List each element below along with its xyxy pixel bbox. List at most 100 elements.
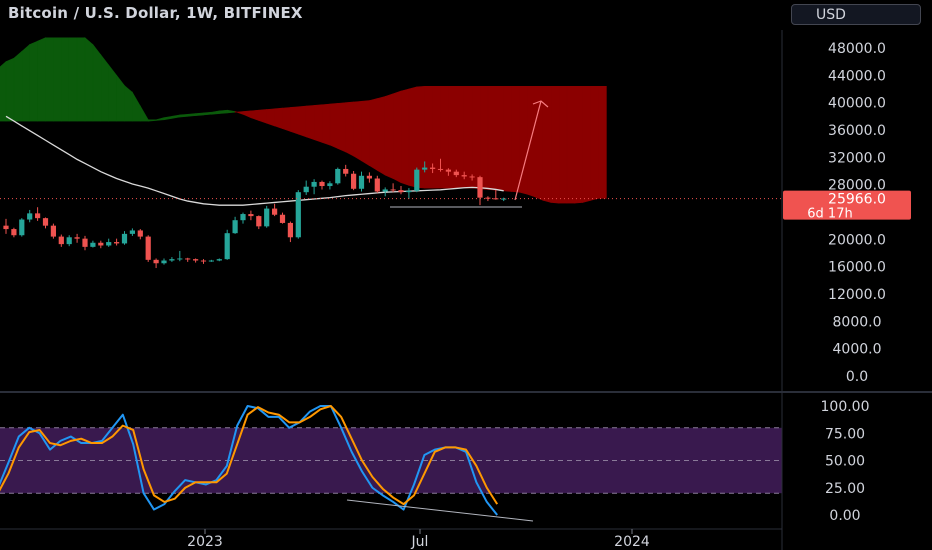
candle-body — [90, 242, 96, 247]
stoch-d-line — [0, 405, 499, 506]
candle — [66, 235, 72, 247]
cloud-bear-segment — [534, 85, 544, 201]
candle-body — [232, 220, 238, 234]
cloud-bull-segment — [53, 37, 62, 122]
candle — [461, 171, 467, 180]
candle-body — [129, 230, 135, 234]
cloud-bear-segment — [566, 85, 576, 204]
candle — [303, 180, 309, 195]
candle-body — [445, 169, 451, 172]
candle-body — [224, 233, 230, 260]
candle-body — [161, 260, 167, 264]
candle-body — [477, 177, 483, 198]
cloud-bear-segment — [503, 85, 512, 192]
candle-body — [453, 171, 459, 176]
candle-body — [42, 218, 49, 226]
last-price-label: 25966.0 — [828, 192, 886, 208]
ichimoku-cloud — [0, 37, 607, 204]
candle-body — [82, 238, 88, 247]
cloud-bull-segment — [76, 37, 86, 122]
price-pane[interactable] — [0, 37, 782, 269]
price-tick-label: 12000.0 — [828, 287, 886, 303]
candle-body — [366, 175, 372, 179]
candle-body — [50, 225, 56, 237]
candle — [469, 174, 475, 181]
bar-countdown-label: 6d 17h — [807, 207, 852, 222]
candle-body — [493, 198, 499, 200]
cloud-bull-segment — [92, 43, 102, 122]
candle-body — [422, 167, 428, 170]
cloud-bear-segment — [329, 103, 339, 149]
candle — [279, 212, 286, 224]
stoch-lines — [0, 405, 499, 516]
cloud-bull-segment — [37, 37, 46, 122]
price-tick-label: 32000.0 — [828, 150, 886, 166]
candle — [208, 259, 214, 262]
chart-title: Bitcoin / U.S. Dollar, 1W, BITFINEX — [8, 4, 303, 22]
candle — [264, 205, 270, 228]
candle-body — [319, 181, 325, 187]
candle — [27, 209, 33, 223]
cloud-bull-segment — [226, 109, 236, 114]
candle — [153, 258, 159, 269]
time-tick-label: 2024 — [614, 534, 650, 550]
candle-body — [303, 186, 309, 193]
cloud-bear-segment — [432, 85, 441, 189]
cloud-bull-segment — [5, 57, 15, 122]
candle-body — [406, 190, 412, 193]
candle — [137, 229, 143, 240]
currency-selector-button[interactable]: USD — [791, 4, 921, 25]
candle — [477, 175, 483, 206]
cloud-bull-segment — [68, 37, 78, 122]
candle-body — [177, 258, 183, 260]
cloud-bear-segment — [400, 88, 410, 186]
candle-body — [216, 259, 222, 261]
price-tick-label: 40000.0 — [828, 96, 886, 112]
candle-body — [327, 183, 333, 187]
cloud-bear-segment — [353, 100, 362, 162]
cloud-bear-segment — [582, 85, 591, 203]
cloud-bear-segment — [258, 109, 268, 124]
candle — [106, 238, 112, 247]
candle — [129, 228, 135, 236]
stochastic-rsi-pane[interactable] — [0, 405, 782, 522]
candle-body — [430, 167, 436, 169]
candle-body — [272, 208, 278, 215]
candle — [177, 250, 183, 262]
candle-body — [295, 192, 301, 238]
candle — [414, 167, 420, 193]
candle — [74, 233, 80, 243]
cloud-bear-segment — [574, 85, 584, 204]
cloud-bull-segment — [108, 64, 117, 122]
cloud-bear-segment — [305, 105, 315, 140]
candle-body — [121, 233, 128, 244]
projection-arrowhead — [532, 100, 549, 108]
candle — [351, 171, 357, 191]
cloud-bear-segment — [440, 85, 449, 189]
last-price-badge: 25966.06d 17h — [783, 190, 911, 222]
candle — [366, 172, 372, 183]
axes: 48000.0 44000.0 40000.0 36000.0 32000.0 28000… — [0, 30, 932, 550]
candle-body — [27, 213, 33, 220]
candle — [145, 235, 151, 262]
candle-body — [35, 213, 41, 219]
cloud-bear-segment — [282, 107, 291, 132]
cloud-bull-segment — [203, 111, 212, 116]
cloud-bear-segment — [290, 106, 299, 135]
osc-tick-label: 100.00 — [821, 399, 870, 415]
candle — [453, 169, 459, 178]
cloud-bull-segment — [60, 37, 70, 122]
candle-body — [382, 189, 388, 192]
candle-body — [114, 242, 120, 244]
cloud-bear-segment — [321, 103, 331, 146]
cloud-bull-segment — [124, 84, 133, 122]
candle-body — [390, 189, 396, 191]
candle-body — [461, 175, 467, 177]
candle — [19, 218, 25, 237]
candle-body — [335, 168, 341, 184]
cloud-bear-segment — [361, 100, 370, 167]
cloud-bear-segment — [590, 85, 599, 201]
cloud-bear-segment — [345, 101, 354, 157]
cloud-bull-segment — [171, 114, 181, 119]
